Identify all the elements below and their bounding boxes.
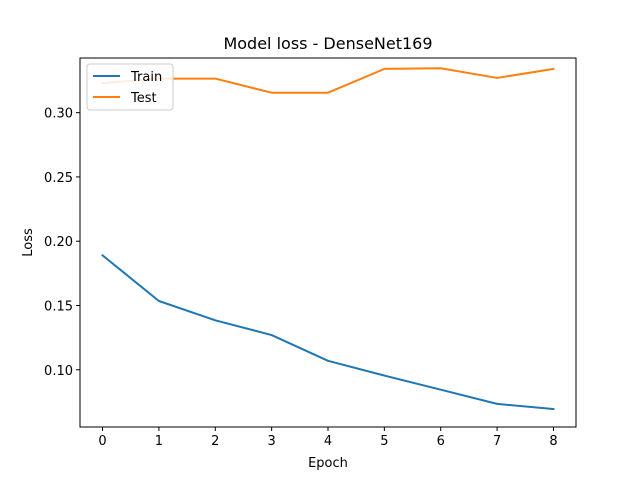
x-tick-label: 3 [267, 434, 275, 449]
y-tick-label: 0.30 [44, 107, 73, 122]
y-tick-label: 0.25 [44, 171, 73, 186]
series-line-train [101, 253, 555, 411]
x-tick-label: 0 [98, 434, 106, 449]
series-line-test [101, 67, 555, 94]
x-tick-label: 7 [493, 434, 501, 449]
legend-label-test: Test [130, 91, 157, 106]
x-axis-label: Epoch [308, 456, 348, 471]
y-tick-label: 0.15 [44, 300, 73, 315]
plot-area: Model loss - DenseNet169 0 1 2 3 4 5 6 7 8 0.10 0.1… [21, 34, 577, 471]
x-tick-label: 6 [437, 434, 445, 449]
x-tick-label: 2 [211, 434, 219, 449]
x-tick-label: 8 [549, 434, 557, 449]
x-tick-label: 1 [155, 434, 163, 449]
y-axis-label: Loss [21, 228, 36, 257]
y-tick-label: 0.20 [44, 235, 73, 250]
x-tick-label: 4 [324, 434, 332, 449]
chart-title: Model loss - DenseNet169 [223, 34, 432, 53]
legend-label-train: Train [130, 70, 162, 85]
x-tick-label: 5 [380, 434, 388, 449]
y-tick-label: 0.10 [44, 364, 73, 379]
